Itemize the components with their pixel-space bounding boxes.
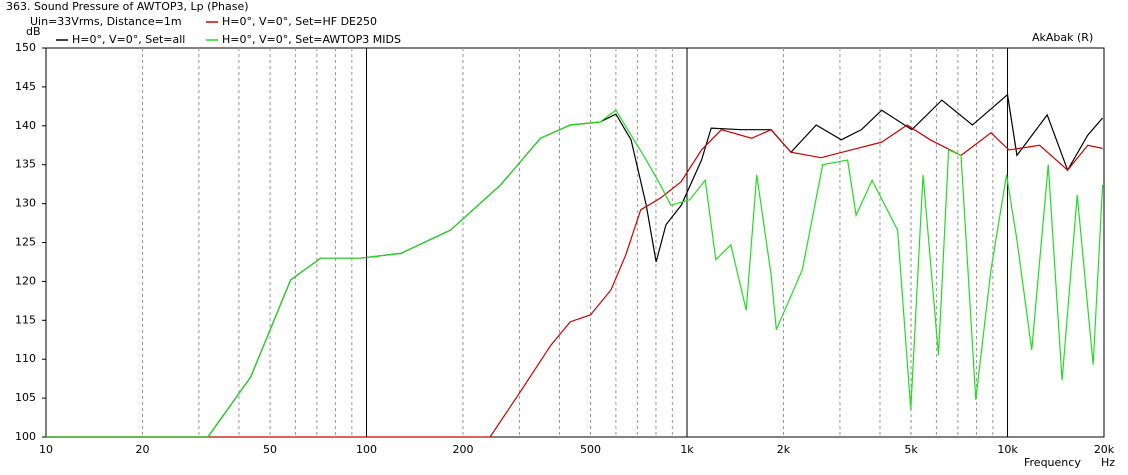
legend-label: H=0°, V=0°, Set=HF DE250 [222,15,377,28]
x-tick-label: 1k [680,443,694,456]
plot-area [45,47,1105,438]
y-tick-label: 100 [15,430,36,443]
x-axis-unit: Hz [1101,456,1115,469]
legend-label: H=0°, V=0°, Set=AWTOP3 MIDS [222,33,401,46]
x-tick-label: 50 [263,443,277,456]
y-tick-label: 110 [15,352,36,365]
line-series [46,124,1103,438]
line-series [46,109,1104,438]
x-tick-label: 5k [904,443,918,456]
x-tick-label: 10 [39,443,53,456]
y-tick-label: 125 [15,236,36,249]
y-tick-label: 135 [15,158,36,171]
x-tick-label: 500 [580,443,601,456]
y-tick-label: 140 [15,119,36,132]
y-axis-label: dB [26,25,41,38]
y-tick-label: 145 [15,80,36,93]
x-tick-label: 20k [1094,443,1115,456]
y-tick-label: 130 [15,197,36,210]
annotation: AkAbak (R) [1032,31,1093,44]
y-tick-label: 150 [15,41,36,54]
y-tick-label: 105 [15,391,36,404]
y-tick-label: 115 [15,313,36,326]
x-tick-label: 200 [452,443,473,456]
chart-subtitle: Uin=33Vrms, Distance=1m [30,15,182,28]
chart-title: 363. Sound Pressure of AWTOP3, Lp (Phase… [6,0,249,13]
legend-label: H=0°, V=0°, Set=all [72,33,185,46]
x-tick-label: 20 [135,443,149,456]
x-tick-label: 2k [777,443,791,456]
x-tick-label: 100 [356,443,377,456]
y-tick-label: 120 [15,274,36,287]
x-tick-label: 10k [997,443,1018,456]
x-axis-label: Frequency [1024,456,1081,469]
